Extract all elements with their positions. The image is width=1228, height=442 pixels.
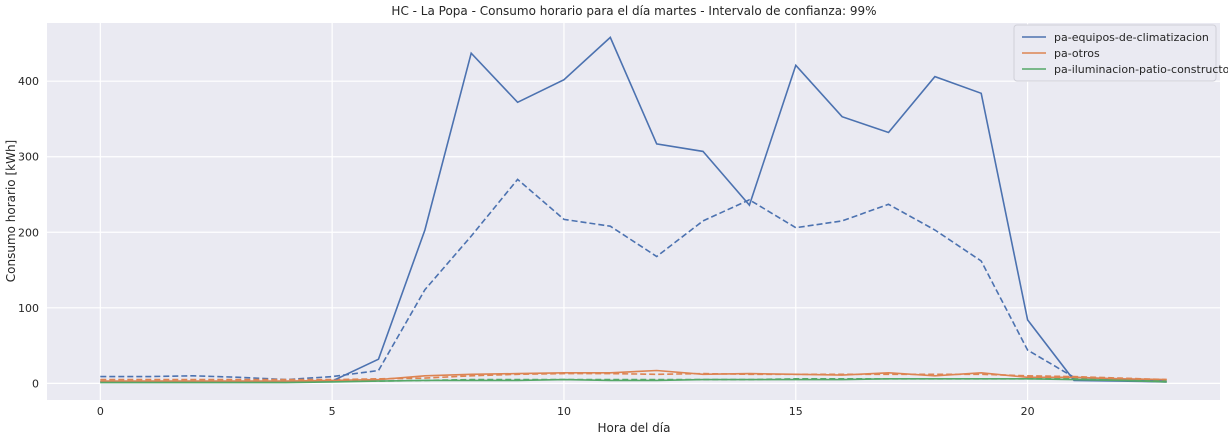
legend-entry: pa-otros	[1054, 47, 1100, 60]
series-line	[100, 369, 1167, 382]
x-tick-label: 5	[329, 405, 336, 418]
y-tick-label: 300	[18, 151, 39, 164]
y-axis-label: Consumo horario [kWh]	[4, 140, 18, 282]
x-tick-label: 0	[97, 405, 104, 418]
y-tick-label: 200	[18, 226, 39, 239]
x-tick-label: 20	[1021, 405, 1035, 418]
chart-title: HC - La Popa - Consumo horario para el d…	[391, 4, 876, 18]
legend-entry: pa-equipos-de-climatizacion	[1054, 31, 1209, 44]
y-tick-label: 0	[32, 377, 39, 390]
x-tick-label: 15	[789, 405, 803, 418]
series-layer	[100, 36, 1167, 384]
series-dashed-line	[100, 178, 1167, 382]
series-dashed-line	[100, 377, 1167, 383]
legend: pa-equipos-de-climatizacion pa-otros pa-il…	[1013, 24, 1228, 82]
series-line	[100, 377, 1167, 384]
y-tick-label: 100	[18, 302, 39, 315]
legend-box	[1013, 24, 1217, 82]
y-tick-label: 400	[18, 75, 39, 88]
x-axis-label: Hora del día	[598, 421, 671, 435]
series-dashed-line	[100, 372, 1167, 381]
plot-area	[47, 23, 1220, 400]
x-tick-label: 10	[557, 405, 571, 418]
legend-entry: pa-iluminacion-patio-constructor	[1054, 63, 1228, 76]
